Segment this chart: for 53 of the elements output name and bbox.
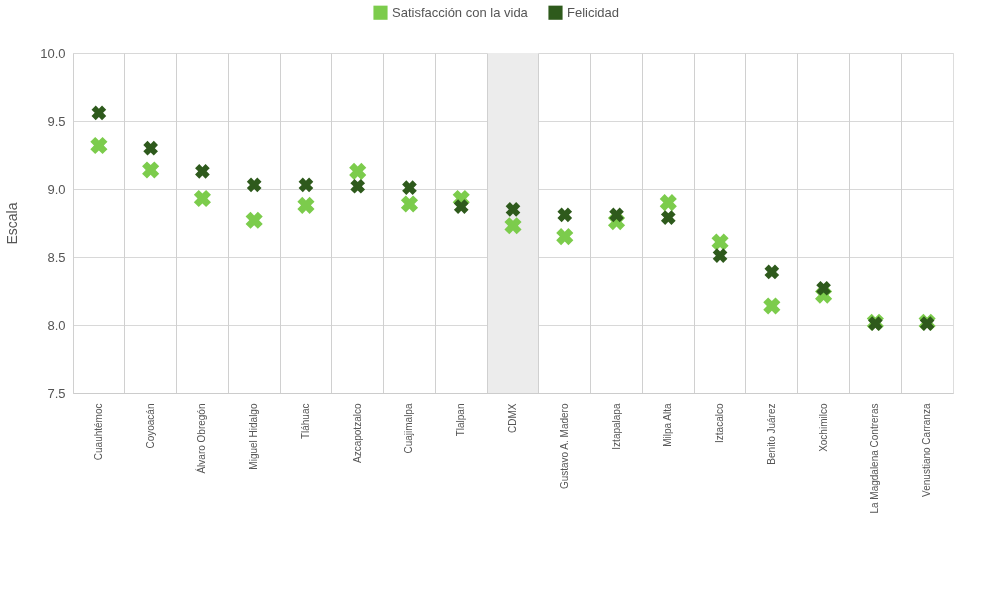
x-tick-label: Tláhuac bbox=[299, 403, 311, 440]
point bbox=[349, 162, 367, 180]
y-tick-label: 7.5 bbox=[47, 385, 66, 401]
x-tick-label: Azcapotzalco bbox=[351, 403, 363, 463]
point bbox=[298, 177, 314, 193]
legend-label: Satisfacción con la vida bbox=[392, 4, 529, 20]
x-tick-label: Iztacalco bbox=[714, 403, 726, 443]
point bbox=[712, 248, 728, 263]
point bbox=[402, 180, 417, 195]
x-tick-label: Milpa Alta bbox=[662, 403, 674, 447]
point bbox=[90, 136, 108, 155]
x-tick-label: La Magdalena Contreras bbox=[869, 403, 881, 514]
point bbox=[195, 163, 210, 179]
x-tick-label: Miguel Hidalgo bbox=[248, 403, 260, 470]
y-tick-label: 9.5 bbox=[47, 113, 66, 129]
y-axis-title: Escala bbox=[4, 202, 21, 245]
point bbox=[245, 211, 263, 229]
x-tick-label: Tlalpan bbox=[455, 403, 467, 437]
point bbox=[816, 280, 831, 296]
x-tick-label: Coyoacán bbox=[144, 403, 156, 449]
x-tick-label: Benito Juárez bbox=[765, 403, 777, 465]
point bbox=[350, 178, 366, 194]
y-tick-label: 8.5 bbox=[47, 249, 66, 265]
point bbox=[557, 207, 573, 223]
x-tick-label: CDMX bbox=[507, 403, 518, 433]
point bbox=[711, 233, 729, 251]
point bbox=[400, 195, 419, 213]
point bbox=[505, 202, 521, 217]
x-tick-label: Venustiano Carranza bbox=[921, 403, 933, 497]
point bbox=[143, 140, 158, 156]
y-tick-label: 8.0 bbox=[47, 317, 66, 333]
point bbox=[659, 194, 677, 212]
x-tick-label: Cuauhtémoc bbox=[92, 403, 104, 461]
point bbox=[297, 196, 315, 214]
point bbox=[609, 207, 624, 223]
point bbox=[763, 297, 781, 315]
x-tick-label: Xochimilco bbox=[817, 403, 829, 452]
x-tick-label: Cuajimalpa bbox=[403, 403, 415, 454]
point bbox=[193, 189, 211, 208]
point bbox=[91, 105, 107, 121]
point bbox=[660, 210, 676, 225]
point bbox=[556, 228, 574, 246]
x-tick-label: Gustavo A. Madero bbox=[558, 403, 570, 490]
point bbox=[453, 199, 469, 215]
point bbox=[504, 217, 522, 235]
legend-label: Felicidad bbox=[567, 4, 620, 20]
x-tick-label: Iztapalapa bbox=[610, 403, 622, 450]
point bbox=[246, 177, 262, 193]
y-tick-label: 9.0 bbox=[47, 181, 66, 197]
point bbox=[764, 264, 780, 280]
point bbox=[142, 161, 160, 179]
x-tick-label: Álvaro Obregón bbox=[195, 403, 208, 474]
y-tick-label: 10.0 bbox=[40, 45, 66, 61]
